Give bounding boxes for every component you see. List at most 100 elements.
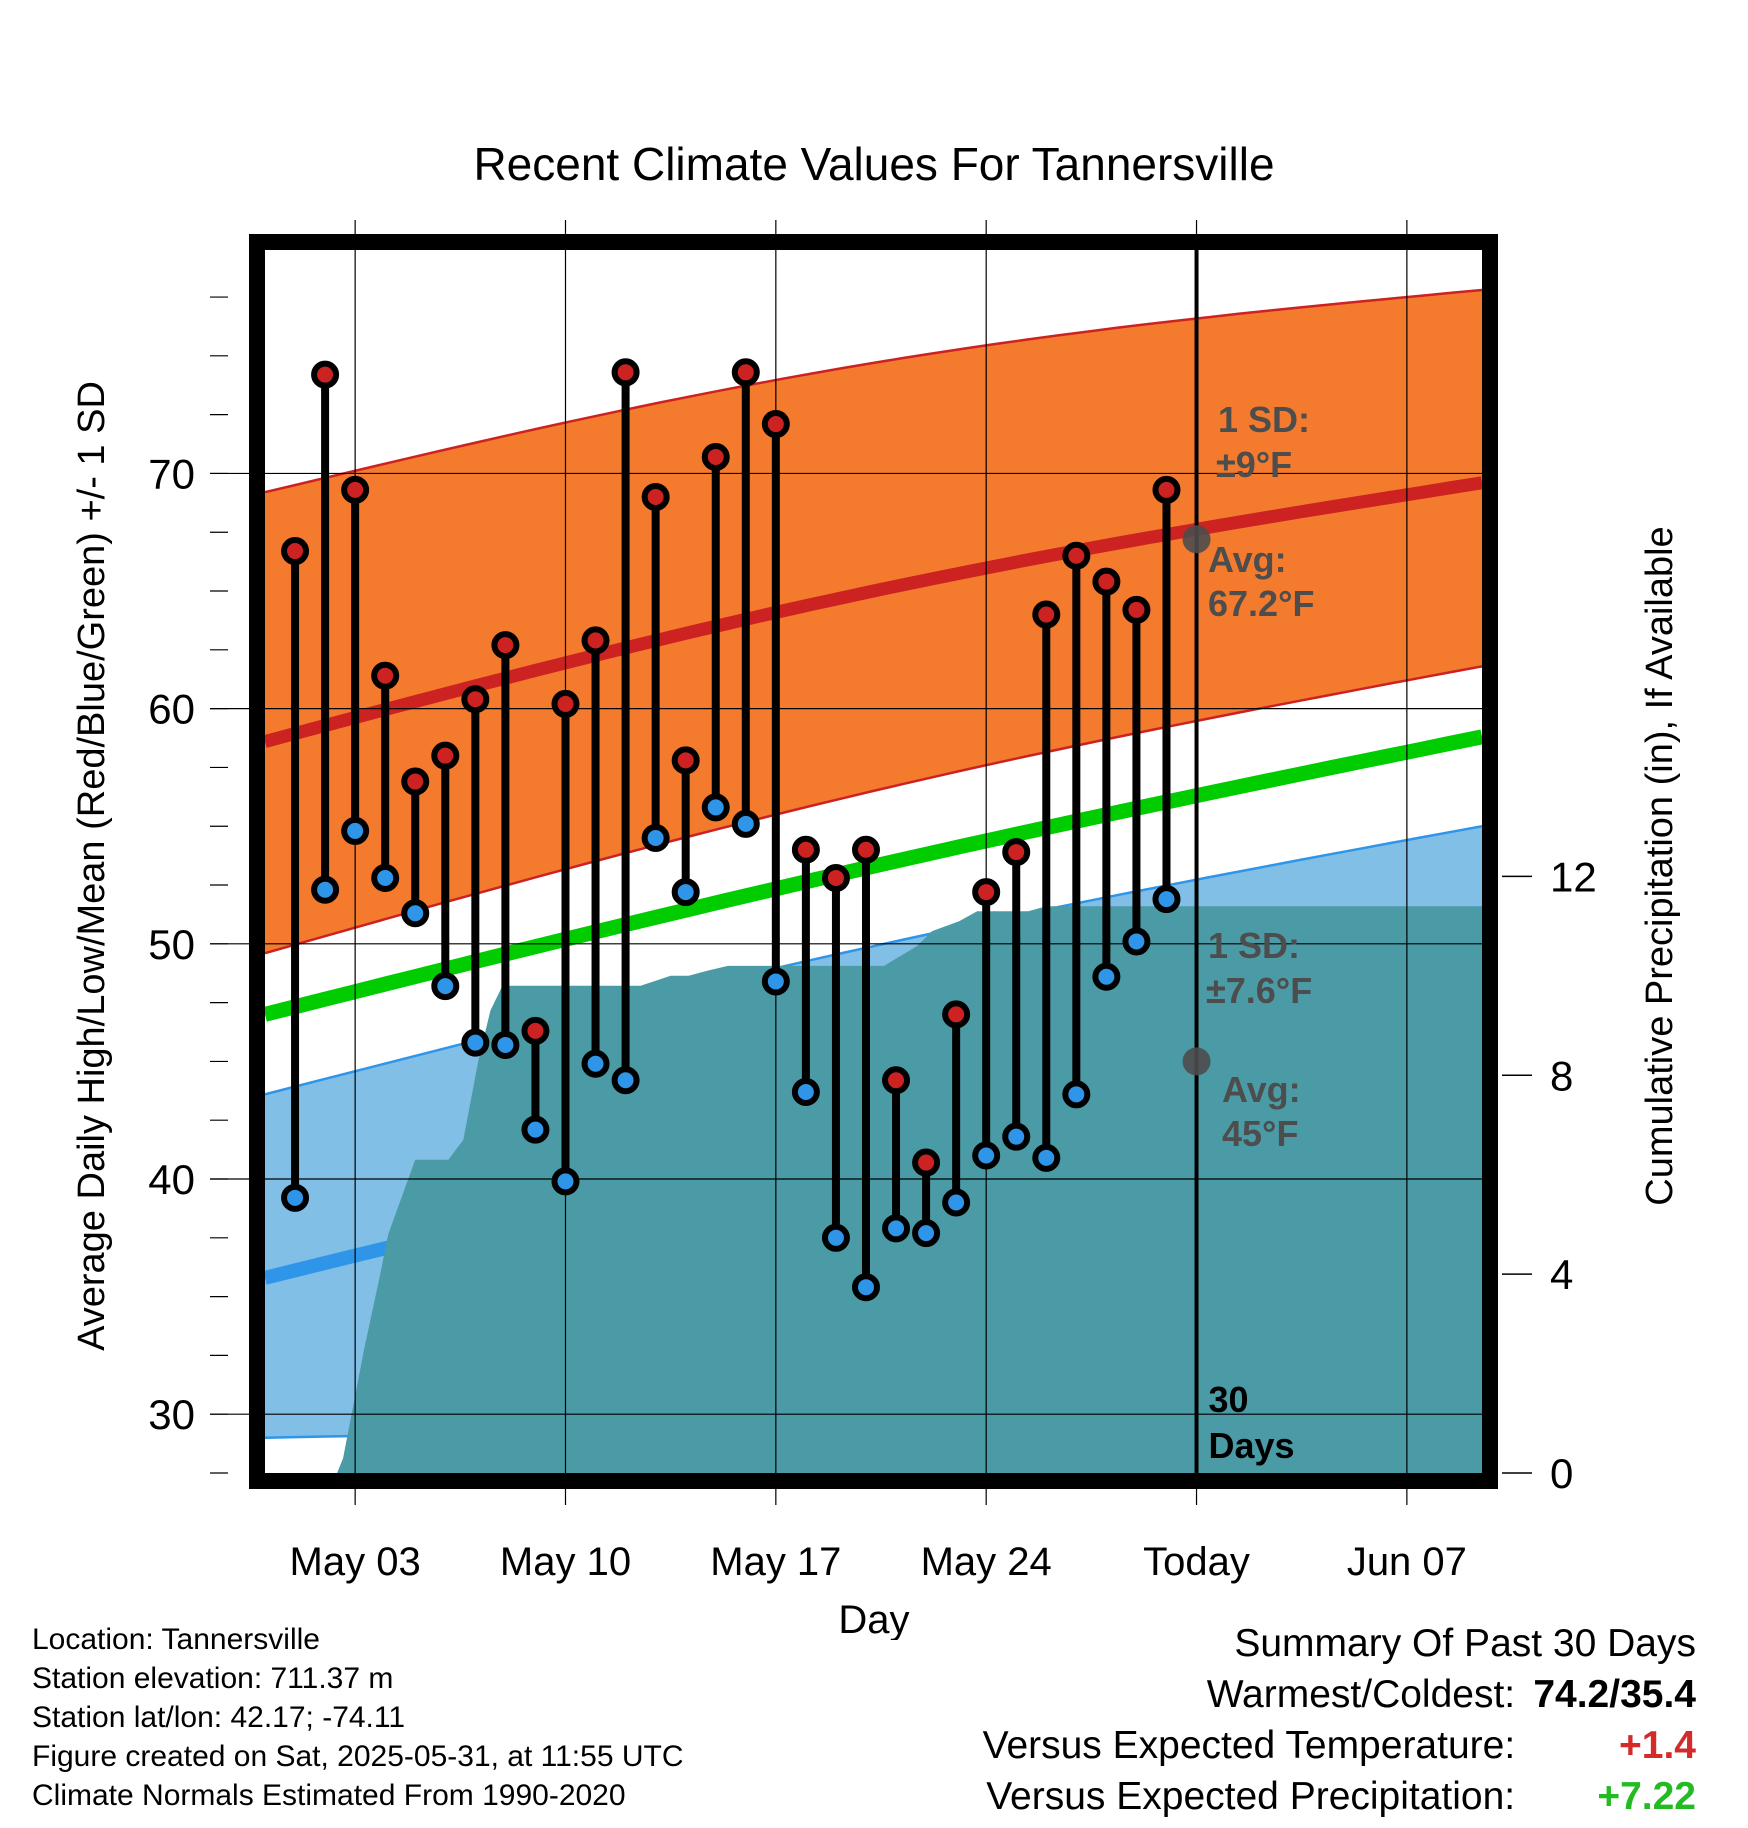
daily-high-point [641,482,670,511]
high-temp-sd-upper-line [265,288,1482,494]
x-tick-label: May 24 [921,1540,1052,1584]
daily-low-point [1062,1080,1091,1109]
high-temp-sd-lower-line [265,665,1482,955]
low-sd-value: ±7.6°F [1206,970,1312,1011]
daily-low-point [461,1028,490,1057]
daily-low-point [1032,1143,1061,1172]
daily-high-point [581,626,610,655]
daily-low-point [371,863,400,892]
daily-high-point [461,685,490,714]
daily-high-point [1152,475,1181,504]
daily-low-point [611,1066,640,1095]
x-axis-title: Day [838,1598,909,1640]
y-left-tick-label: 50 [148,921,195,968]
today-days-label: Days [1209,1425,1295,1466]
daily-low-point [671,878,700,907]
high-avg-value: 67.2°F [1208,583,1314,624]
x-tick-label: May 03 [290,1540,421,1584]
daily-high-point [1062,541,1091,570]
y-right-tick-label: 12 [1550,853,1597,900]
daily-low-point [311,875,340,904]
daily-high-point [1002,838,1031,867]
daily-high-point [341,475,370,504]
daily-high-point [401,767,430,796]
y-left-tick-label: 60 [148,686,195,733]
info-created: Figure created on Sat, 2025-05-31, at 11… [32,1740,684,1773]
daily-high-point [731,358,760,387]
daily-high-point [851,835,880,864]
daily-low-point [1002,1122,1031,1151]
climate-chart: Recent Climate Values For Tannersville M… [71,138,1681,1640]
y-left-tick-label: 70 [148,450,195,497]
high-avg-marker [1182,525,1211,554]
daily-low-point [641,823,670,852]
x-tick-label: May 17 [710,1540,841,1584]
daily-low-point [1152,885,1181,914]
summary-title: Summary Of Past 30 Days [1234,1622,1696,1665]
daily-high-point [882,1066,911,1095]
y-right-tick-label: 4 [1550,1251,1573,1298]
summary-warm-cold-label: Warmest/Coldest: [1206,1673,1516,1716]
daily-low-point [912,1219,941,1248]
y-right-tick-label: 0 [1550,1450,1573,1497]
y-left-tick-label: 40 [148,1156,195,1203]
summary-warm-cold-value: 74.2/35.4 [1533,1673,1696,1716]
daily-high-point [371,661,400,690]
daily-low-point [821,1223,850,1252]
low-avg-marker [1182,1047,1211,1076]
high-avg-label: Avg: [1208,539,1287,580]
plot-frame [249,234,1498,1489]
daily-high-point [671,746,700,775]
daily-high-point [1032,600,1061,629]
daily-high-point [311,360,340,389]
daily-high-point [1092,567,1121,596]
daily-high-point [551,689,580,718]
y-left-tick-label: 30 [148,1391,195,1438]
daily-low-point [791,1077,820,1106]
daily-low-point [551,1167,580,1196]
daily-low-point [701,793,730,822]
mean-temp-normal-line [265,729,1482,1022]
summary-precip-value: +7.22 [1597,1775,1696,1818]
daily-high-point [972,878,1001,907]
low-avg-value: 45°F [1222,1113,1298,1154]
today-days-label: 30 [1209,1379,1249,1420]
daily-high-point [1122,595,1151,624]
low-avg-label: Avg: [1222,1069,1301,1110]
daily-high-point [791,835,820,864]
daily-low-point [341,816,370,845]
daily-high-point [912,1148,941,1177]
daily-low-point [942,1188,971,1217]
x-tick-label: May 10 [500,1540,631,1584]
info-normals: Climate Normals Estimated From 1990-2020 [32,1779,626,1812]
daily-low-point [401,899,430,928]
station-info: Location: Tannersville Station elevation… [32,1620,684,1815]
y-axis-title-left: Average Daily High/Low/Mean (Red/Blue/Gr… [71,381,113,1351]
daily-low-point [851,1273,880,1302]
daily-low-point [581,1049,610,1078]
daily-high-point [281,537,310,566]
daily-low-point [521,1115,550,1144]
daily-high-point [431,741,460,770]
chart-title: Recent Climate Values For Tannersville [473,138,1274,190]
summary-precip: Versus Expected Precipitation: +7.22 [983,1771,1696,1822]
daily-high-point [701,442,730,471]
info-location: Location: Tannersville [32,1623,320,1656]
high-sd-label: 1 SD: [1218,399,1310,440]
daily-high-point [821,863,850,892]
info-latlon: Station lat/lon: 42.17; -74.11 [32,1701,406,1734]
y-right-tick-label: 8 [1550,1052,1573,1099]
daily-low-point [491,1030,520,1059]
summary-warm-cold: Warmest/Coldest: 74.2/35.4 [983,1669,1696,1720]
daily-low-point [731,809,760,838]
x-tick-label: Jun 07 [1347,1540,1467,1584]
daily-high-point [942,1000,971,1029]
daily-high-point [761,410,790,439]
daily-low-point [972,1141,1001,1170]
info-elevation: Station elevation: 711.37 m [32,1662,394,1695]
high-sd-value: ±9°F [1216,444,1292,485]
summary-temp: Versus Expected Temperature: +1.4 [983,1720,1696,1771]
daily-low-point [1122,927,1151,956]
daily-low-point [882,1214,911,1243]
summary-precip-label: Versus Expected Precipitation: [986,1775,1516,1818]
